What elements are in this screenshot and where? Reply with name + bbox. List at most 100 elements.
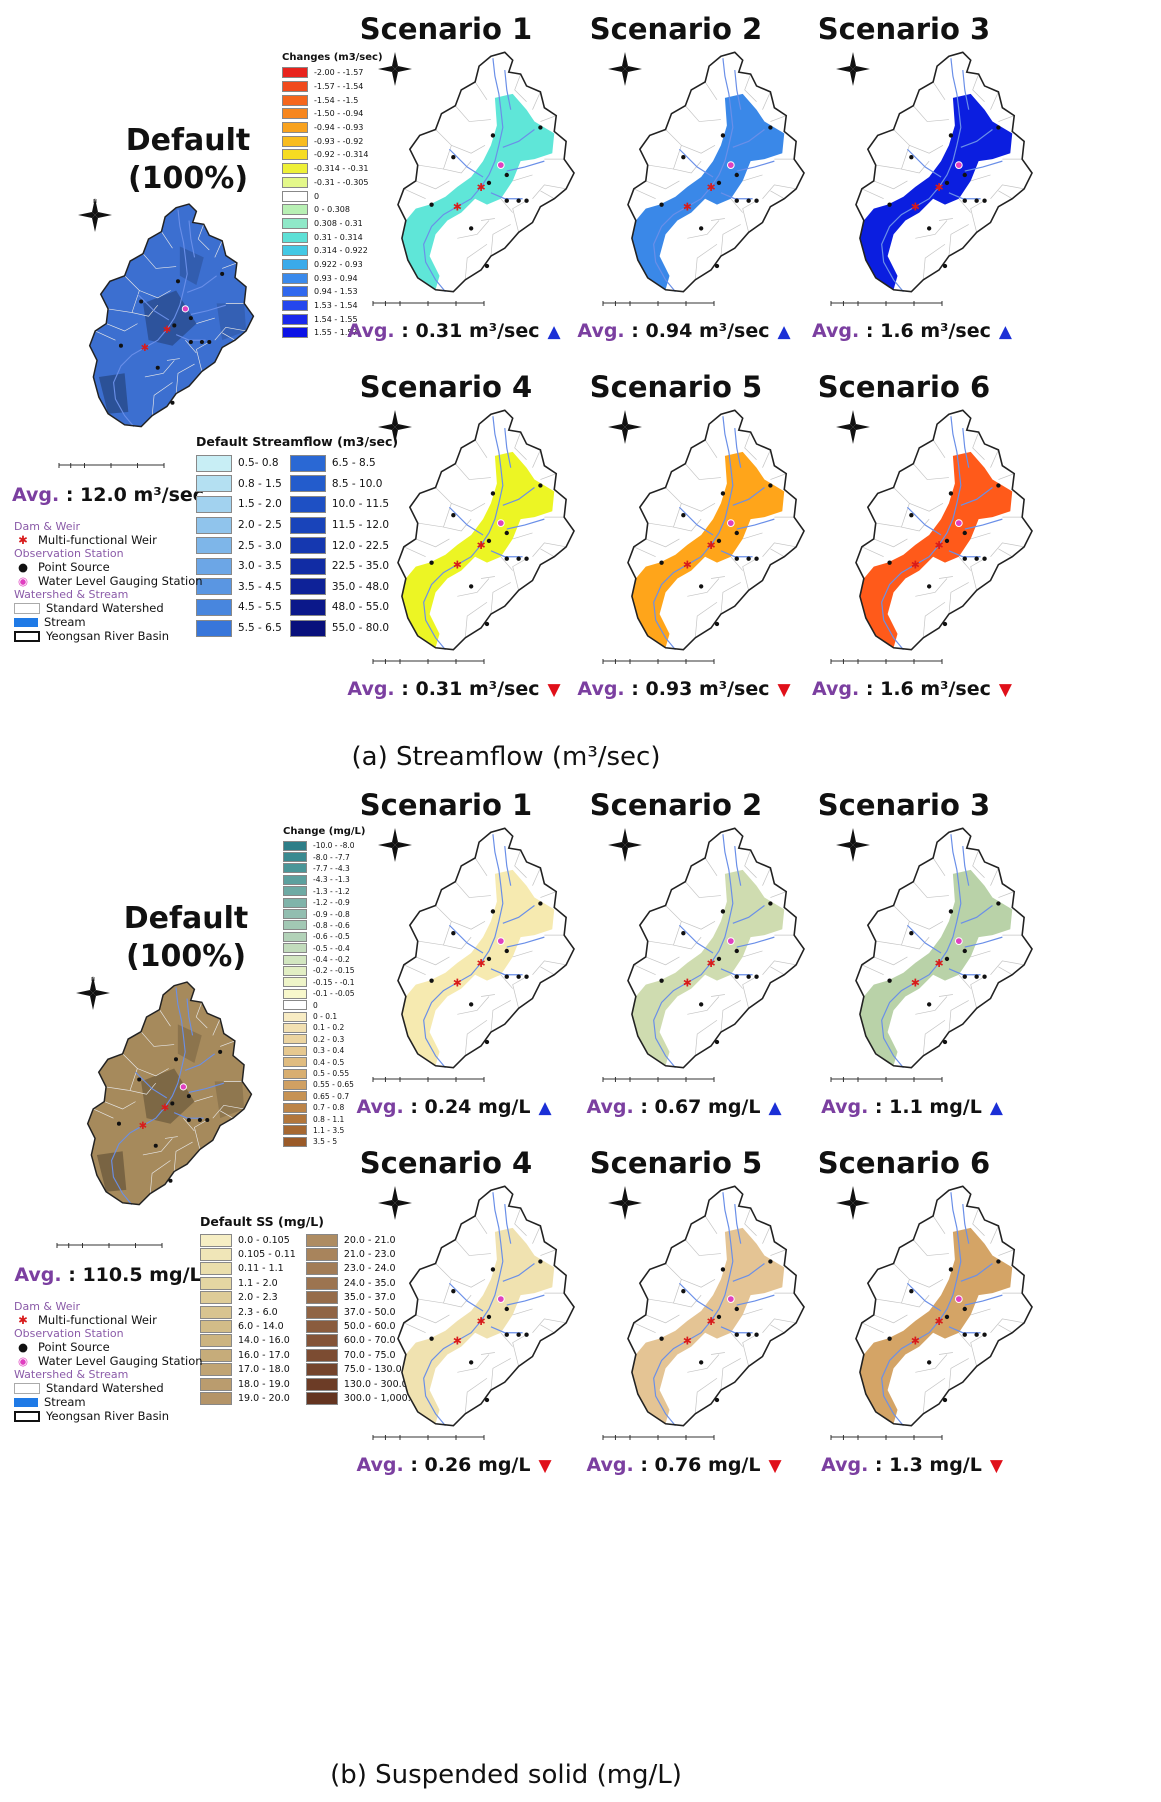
watershed-boundary [742, 200, 757, 233]
watershed-boundary [512, 532, 533, 540]
compass-icon: N [78, 198, 112, 232]
watershed-boundary [742, 174, 763, 182]
watershed-boundary [457, 220, 490, 239]
watershed-boundary [744, 1207, 757, 1237]
legend-item: 23.0 - 24.0 [305, 1262, 417, 1276]
legend-swatch [283, 840, 307, 851]
legend-label: 37.0 - 50.0 [343, 1306, 396, 1318]
stream-line [962, 846, 970, 886]
stream-line [137, 293, 170, 321]
legend-swatch [200, 1334, 232, 1348]
basin-map: ✱✱✱ [855, 1185, 1033, 1427]
legend-swatch [283, 1079, 307, 1090]
point-source-marker [698, 584, 704, 589]
legend-label: 14.0 - 16.0 [238, 1335, 290, 1347]
arrow-down-icon: ▼ [989, 1456, 1003, 1476]
arrow-up-icon: ▲ [547, 322, 561, 342]
legend-item: 5.5 - 6.5 [196, 618, 282, 639]
watershed-boundary [443, 518, 472, 532]
legend-label: 0.314 - 0.922 [314, 246, 368, 256]
legend-item: 0.11 - 1.1 [200, 1262, 296, 1276]
watershed-boundary [443, 1294, 472, 1308]
basin-outline [627, 1185, 805, 1427]
legend-label: 1.5 - 2.0 [238, 498, 282, 511]
watershed-boundary [861, 188, 884, 200]
watershed-boundary [873, 180, 908, 190]
point-source-marker [768, 1259, 773, 1264]
point-source-marker [681, 1288, 686, 1294]
legend-item: 0.94 - 1.53 [282, 285, 383, 299]
watershed-boundary [915, 996, 948, 1015]
watershed-boundary [490, 1000, 511, 1033]
legend-label: 11.5 - 12.0 [331, 519, 390, 532]
legend-swatch [305, 1291, 338, 1305]
avg-value: : 0.26 mg/L [410, 1454, 531, 1476]
compass-icon [378, 52, 412, 86]
default-streamflow-legend: Default Streamflow (m3/sec) 0.5- 0.8 0.8 … [196, 434, 398, 638]
basin-map: ✱✱✱ [627, 409, 805, 651]
point-source-marker [490, 491, 496, 496]
stream-line [423, 1192, 504, 1427]
legend-item: -1.54 - -1.5 [282, 93, 383, 107]
stream-line [490, 1326, 523, 1334]
avg-label: Avg. [14, 1264, 62, 1286]
watershed-boundary [415, 538, 450, 548]
point-source-marker [504, 530, 509, 536]
avg-label: Avg. [347, 678, 395, 700]
legend-label: 0.4 - 0.5 [313, 1057, 345, 1067]
point-source-marker [220, 271, 225, 276]
legend-item: -1.2 - -0.9 [283, 897, 366, 908]
watershed-boundary [972, 73, 985, 103]
watershed-boundary [212, 1104, 245, 1119]
avg-label: Avg. [586, 1096, 634, 1118]
point-source-marker [659, 1336, 664, 1341]
legend-label: 1.1 - 3.5 [313, 1125, 345, 1135]
watershed-boundary [998, 1324, 1013, 1334]
legend-item: 1.55 - 1.57 [282, 326, 383, 340]
legend-item: -0.6 - -0.5 [283, 931, 366, 942]
legend-item: 0.7 - 0.8 [283, 1102, 366, 1113]
watershed-boundary [464, 601, 488, 638]
stream-line [423, 58, 504, 293]
watershed-boundary [913, 463, 949, 480]
legend-label: 20.0 - 21.0 [343, 1234, 396, 1246]
legend-label: 0 [313, 1000, 318, 1010]
legend-label: 300.0 - 1,000.0 [343, 1392, 417, 1404]
legend-item: -0.2 - -0.15 [283, 965, 366, 976]
legend-label: 0 - 0.1 [313, 1012, 338, 1022]
watershed-boundary [770, 891, 787, 898]
watershed-boundary [159, 1009, 171, 1027]
point-source-marker [734, 530, 739, 536]
legend-label: -0.94 - -0.93 [314, 123, 364, 133]
point-source-marker [168, 1178, 173, 1183]
stream-line [734, 1204, 742, 1244]
stream-line [448, 924, 484, 954]
weir-marker: ✱ [934, 181, 943, 194]
scenario-map: ✱✱✱ [394, 824, 578, 1078]
avg-label: Avg. [577, 320, 625, 342]
scale-bar [58, 463, 165, 468]
watershed-boundary [720, 1000, 741, 1033]
watershed-boundary [500, 1332, 513, 1347]
arrow-up-icon: ▲ [989, 1098, 1003, 1118]
legend-item: 35.0 - 48.0 [289, 577, 389, 598]
watershed-boundary [762, 960, 797, 975]
stream-line [188, 220, 196, 258]
watershed-boundary [474, 1215, 488, 1234]
watershed-boundary [958, 198, 971, 213]
stream-line [504, 846, 512, 886]
legend-label: -0.2 - -0.15 [313, 966, 355, 976]
stream-line [490, 550, 523, 558]
watershed-boundary [451, 920, 486, 930]
watershed-boundary [415, 180, 450, 190]
stream-line [948, 968, 981, 976]
watershed-boundary [762, 91, 771, 110]
legend-label: -4.3 - -1.3 [313, 875, 350, 885]
legend-item: 2.3 - 6.0 [200, 1305, 296, 1319]
default-ss-legend: Default SS (mg/L) 0.0 - 0.105 0.105 - 0.1… [200, 1214, 417, 1405]
key-legend: Dam & Weir ✱ Multi-functional Weir Observ… [14, 1300, 203, 1423]
legend-swatch [200, 1305, 232, 1319]
point-source-marker [698, 1002, 704, 1007]
weir-marker: ✱ [683, 1335, 692, 1348]
weir-marker: ✱ [934, 539, 943, 552]
